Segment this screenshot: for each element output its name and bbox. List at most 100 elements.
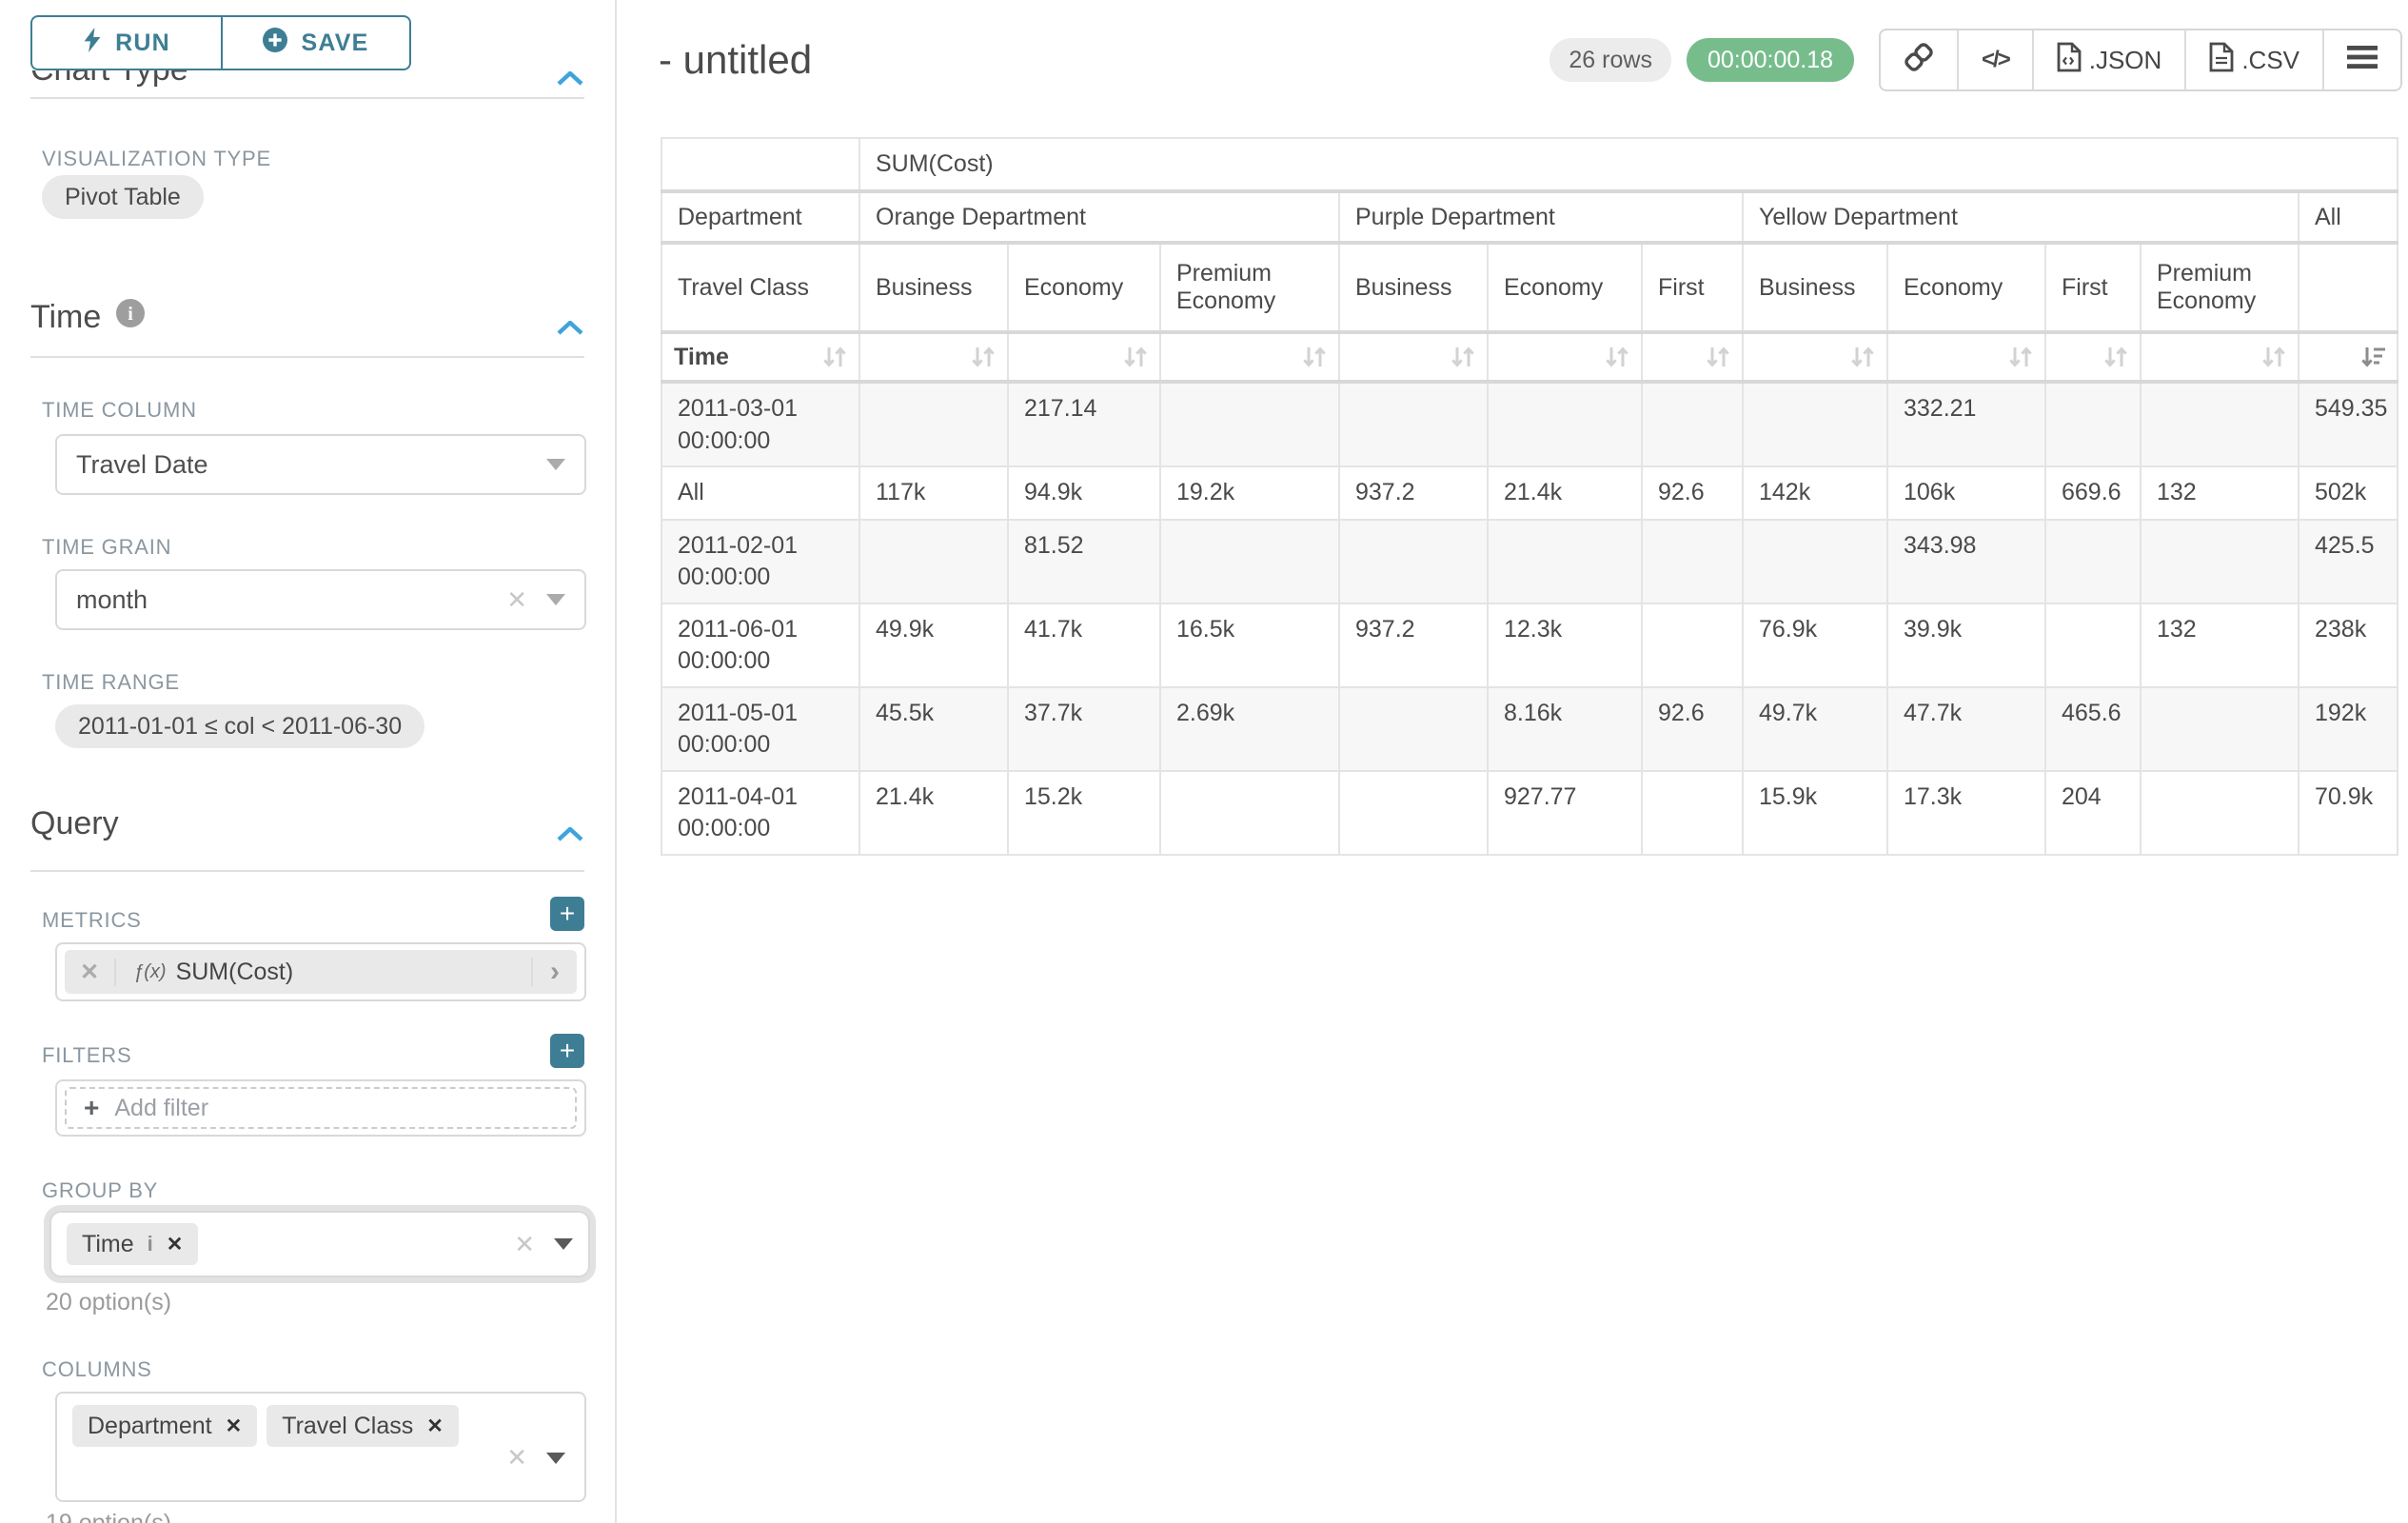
remove-metric-icon[interactable]: ✕ [65,959,116,986]
group-by-select[interactable]: Time i ✕ ✕ [49,1211,590,1277]
group-by-chip-time[interactable]: Time i ✕ [67,1223,198,1265]
query-section-collapse-icon[interactable] [556,815,584,850]
remove-chip-icon[interactable]: ✕ [226,1414,243,1438]
value-cell: 16.5k [1160,603,1339,687]
value-cell [2141,771,2299,855]
save-button-label: SAVE [301,30,368,57]
row-label: 2011-02-01 00:00:00 [661,520,859,603]
value-cell [2141,382,2299,466]
time-section-collapse-icon[interactable] [556,308,584,344]
export-json-button[interactable]: .JSON [2032,30,2185,89]
run-button[interactable]: RUN [30,15,221,70]
value-cell [1488,520,1642,603]
sort-cell-active[interactable] [2299,332,2398,382]
columns-chip-department[interactable]: Department ✕ [72,1405,257,1447]
sort-cell[interactable] [1488,332,1642,382]
sort-cell[interactable] [1642,332,1743,382]
sort-icon [2008,346,2033,368]
value-cell [1642,382,1743,466]
value-cell: 465.6 [2045,687,2141,771]
share-link-button[interactable] [1881,30,1957,89]
chart-menu-button[interactable] [2322,30,2400,89]
value-cell: 41.7k [1008,603,1160,687]
columns-chip-travel-class[interactable]: Travel Class ✕ [266,1405,459,1447]
value-cell: 15.9k [1743,771,1887,855]
group-header-yellow: Yellow Department [1743,191,2299,243]
sort-cell[interactable] [2045,332,2141,382]
remove-chip-icon[interactable]: ✕ [426,1414,444,1438]
save-button[interactable]: SAVE [221,15,411,70]
chart-title[interactable]: - untitled [659,37,812,83]
run-button-label: RUN [115,30,170,57]
explore-page: Chart Type RUN SAVE VISUALIZATION TYPE P… [0,0,2408,1523]
time-range-pill[interactable]: 2011-01-01 ≤ col < 2011-06-30 [55,704,424,748]
metric-chip-label: SUM(Cost) [176,959,294,986]
sort-cell[interactable] [1339,332,1488,382]
add-filter-button[interactable]: + Add filter [65,1087,577,1129]
sort-cell[interactable] [1008,332,1160,382]
row-label: 2011-04-01 00:00:00 [661,771,859,855]
corner-cell [661,138,859,191]
plus-icon: + [84,1093,99,1123]
row-label: 2011-06-01 00:00:00 [661,603,859,687]
sort-cell[interactable] [2141,332,2299,382]
time-section-heading: Time i [30,299,145,336]
export-csv-button[interactable]: .CSV [2184,30,2322,89]
function-icon: ƒ(x) [133,961,166,983]
sort-cell[interactable] [1743,332,1887,382]
time-grain-select[interactable]: month ✕ [55,569,586,630]
value-cell: 21.4k [859,771,1008,855]
sort-icon [1605,346,1629,368]
sort-cell[interactable] [859,332,1008,382]
value-cell: 192k [2299,687,2398,771]
query-section-heading: Query [30,805,119,842]
group-header-orange: Orange Department [859,191,1339,243]
metric-header-row: SUM(Cost) [661,138,2398,191]
value-cell: 132 [2141,466,2299,520]
value-cell: 117k [859,466,1008,520]
expand-metric-icon[interactable]: › [531,958,577,986]
value-cell [1642,771,1743,855]
export-json-label: .JSON [2089,46,2162,75]
chevron-down-icon [554,1238,573,1250]
sort-row: Time [661,332,2398,382]
columns-select[interactable]: Department ✕ Travel Class ✕ ✕ [55,1392,586,1502]
value-cell: 217.14 [1008,382,1160,466]
time-column-select[interactable]: Travel Date [55,434,586,495]
remove-chip-icon[interactable]: ✕ [167,1233,184,1256]
sort-icon [1302,346,1327,368]
embed-code-button[interactable]: </> [1957,30,2032,89]
value-cell: 927.77 [1488,771,1642,855]
table-row: 2011-02-01 00:00:00 81.52 343.98 425.5 [661,520,2398,603]
clear-icon[interactable]: ✕ [514,1230,535,1259]
metric-chip[interactable]: ✕ ƒ(x) SUM(Cost) › [65,950,577,994]
value-cell [2045,382,2141,466]
sort-cell[interactable] [1160,332,1339,382]
sub-header: First [1642,243,1743,332]
chevron-down-icon [546,594,565,605]
time-column-label: TIME COLUMN [42,398,197,423]
sub-header: Premium Economy [2141,243,2299,332]
clear-icon[interactable]: ✕ [506,585,527,615]
value-cell: 8.16k [1488,687,1642,771]
add-metric-button[interactable]: + [550,897,584,931]
sort-icon [971,346,996,368]
sort-cell[interactable] [1887,332,2045,382]
visualization-type-pill[interactable]: Pivot Table [42,175,204,219]
info-icon[interactable]: i [116,299,145,336]
value-cell: 19.2k [1160,466,1339,520]
value-cell [1642,520,1743,603]
add-filter-plus-button[interactable]: + [550,1034,584,1068]
clear-icon[interactable]: ✕ [506,1443,527,1473]
time-sort-cell[interactable]: Time [661,332,859,382]
value-cell [1743,520,1887,603]
columns-chip-label: Department [88,1413,212,1440]
svg-text:i: i [128,304,134,325]
table-row: 2011-04-01 00:00:00 21.4k 15.2k 927.77 1… [661,771,2398,855]
chain-link-icon [1904,42,1934,79]
sort-icon [822,346,847,368]
column-info-icon[interactable]: i [148,1232,153,1256]
visualization-type-label: VISUALIZATION TYPE [42,147,271,171]
value-cell [1160,771,1339,855]
value-cell: 21.4k [1488,466,1642,520]
